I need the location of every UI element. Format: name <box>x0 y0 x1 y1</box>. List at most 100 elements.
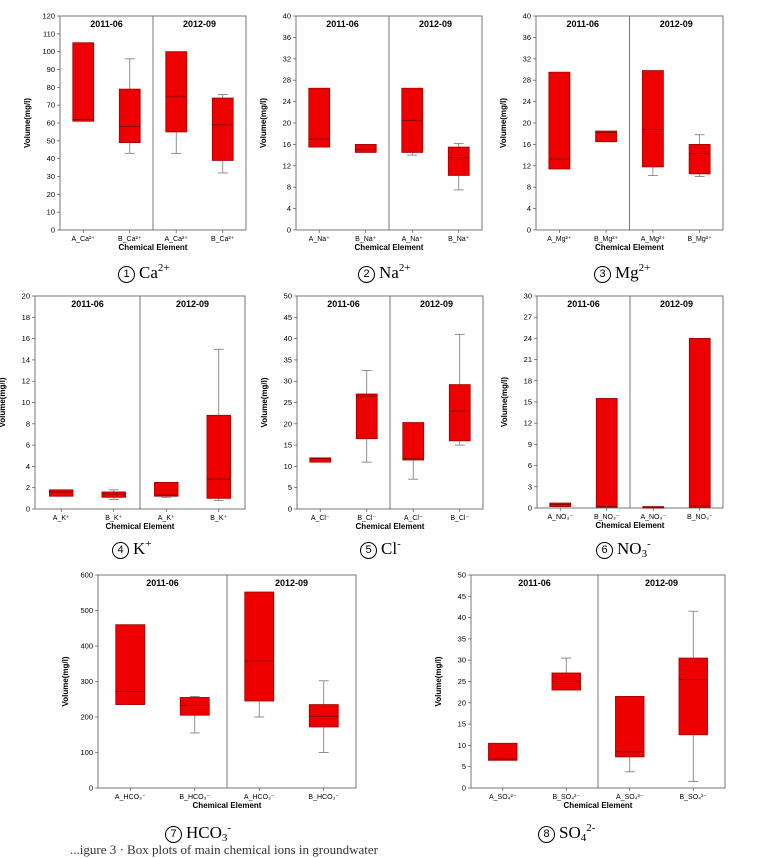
y-tick-label: 2 <box>26 483 30 492</box>
box-3 <box>401 87 424 156</box>
x-axis-label: Chemical Element <box>193 801 262 810</box>
y-axis-label: Volume(mg/l) <box>259 98 268 148</box>
x-tick-label: B_Na⁺ <box>355 236 377 243</box>
x-tick-label: B_Ca²⁺ <box>211 236 235 243</box>
box-2 <box>595 398 618 508</box>
caption-ion: K <box>133 539 146 558</box>
y-tick-label: 50 <box>47 136 55 145</box>
y-tick-label: 110 <box>43 29 55 38</box>
y-tick-label: 8 <box>26 419 30 428</box>
x-tick-label: A_Na⁺ <box>309 236 331 243</box>
x-axis-label: Chemical Element <box>356 522 425 531</box>
chart-caption: 1 Ca2+ <box>118 262 170 283</box>
y-tick-label: 40 <box>523 12 531 21</box>
plot-area: 2011-06 2012-09 0 5 10 15 20 25 30 35 40 45 50 Volume… <box>434 571 726 810</box>
y-tick-label: 25 <box>284 398 292 407</box>
y-tick-label: 0 <box>26 505 30 514</box>
caption-subscript: 3 <box>221 832 228 844</box>
chart-panel-NO3-: 2011-06 2012-09 0 3 6 9 12 15 18 21 24 27 30 Volume(m… <box>500 292 724 530</box>
x-tick-label: A_Ca²⁺ <box>71 236 95 243</box>
caption-ion: Ca <box>139 263 158 282</box>
y-tick-label: 30 <box>284 377 292 386</box>
caption-ion: SO <box>559 823 581 842</box>
chart-caption: 7 HCO3- <box>165 822 231 844</box>
plot-area: 2011-06 2012-09 0 5 10 15 20 25 30 35 40 45 50 Volume… <box>260 292 484 531</box>
box-body <box>211 97 234 161</box>
box-body <box>354 143 377 153</box>
box-1 <box>115 624 146 705</box>
y-tick-label: 18 <box>524 376 532 385</box>
box-body <box>118 88 141 144</box>
box-body <box>206 414 231 499</box>
x-tick-label: A_Na⁺ <box>402 236 424 243</box>
y-tick-label: 5 <box>462 762 466 771</box>
caption-ion: HCO <box>186 823 222 842</box>
y-tick-label: 200 <box>80 713 93 722</box>
x-tick-label: B_Mg²⁺ <box>687 236 712 243</box>
y-tick-label: 0 <box>462 784 466 793</box>
x-tick-label: B_HCO₃⁻ <box>308 794 339 801</box>
y-tick-label: 10 <box>284 462 292 471</box>
y-tick-label: 25 <box>458 677 466 686</box>
y-tick-label: 0 <box>288 505 292 514</box>
period-label: 2011-06 <box>90 19 123 29</box>
box-3 <box>165 51 188 154</box>
y-tick-label: 27 <box>524 313 532 322</box>
x-tick-label: B_Cl⁻ <box>450 515 469 522</box>
chart-panel-SO42-: 2011-06 2012-09 0 5 10 15 20 25 30 35 40 45 50 Volume… <box>434 571 726 810</box>
period-label: 2012-09 <box>660 299 693 309</box>
y-tick-label: 20 <box>47 190 55 199</box>
period-label: 2011-06 <box>566 19 599 29</box>
y-tick-label: 100 <box>42 47 55 56</box>
box-body <box>688 338 711 508</box>
box-body <box>355 393 378 440</box>
box-2 <box>595 130 618 143</box>
box-2 <box>354 143 377 153</box>
y-tick-label: 36 <box>523 33 531 42</box>
box-body <box>72 42 95 122</box>
box-body <box>309 457 332 463</box>
period-label: 2011-06 <box>567 299 600 309</box>
y-tick-label: 9 <box>528 440 532 449</box>
period-label: 2011-06 <box>326 19 359 29</box>
chart-caption: 5 Cl- <box>360 538 401 559</box>
box-3 <box>402 422 425 480</box>
period-label: 2012-09 <box>275 578 308 588</box>
y-tick-label: 40 <box>458 613 466 622</box>
x-tick-label: B_SO₄²⁻ <box>552 794 580 801</box>
y-tick-label: 10 <box>458 741 466 750</box>
x-axis-label: Chemical Element <box>564 801 633 810</box>
y-tick-label: 120 <box>42 12 55 21</box>
x-tick-label: A_Mg²⁺ <box>547 236 572 243</box>
y-tick-label: 24 <box>523 97 531 106</box>
y-tick-label: 100 <box>80 748 93 757</box>
y-tick-label: 28 <box>523 76 531 85</box>
box-4 <box>688 134 711 177</box>
box-body <box>615 696 645 758</box>
y-tick-label: 35 <box>284 355 292 364</box>
y-tick-label: 50 <box>458 571 466 580</box>
y-tick-label: 35 <box>458 634 466 643</box>
x-axis-label: Chemical Element <box>355 243 424 252</box>
caption-superscript: - <box>397 538 401 550</box>
y-tick-label: 12 <box>283 161 291 170</box>
y-tick-label: 0 <box>89 784 93 793</box>
y-tick-label: 5 <box>288 483 292 492</box>
box-body <box>402 422 425 461</box>
caption-superscript: - <box>647 538 651 550</box>
y-tick-label: 40 <box>283 12 291 21</box>
y-axis-label: Volume(mg/l) <box>0 377 7 427</box>
box-1 <box>49 489 74 497</box>
y-tick-label: 90 <box>47 65 55 74</box>
box-body <box>179 697 210 716</box>
caption-ion: Na <box>379 263 399 282</box>
caption-number: 1 <box>118 266 135 283</box>
y-tick-label: 14 <box>22 355 30 364</box>
x-tick-label: A_SO₄²⁻ <box>489 794 517 801</box>
plot-area: 2011-06 2012-09 0 3 6 9 12 15 18 21 24 27 30 Volume(m… <box>500 292 724 530</box>
y-tick-label: 21 <box>524 355 532 364</box>
y-axis-label: Volume(mg/l) <box>260 377 269 427</box>
y-tick-label: 30 <box>47 172 55 181</box>
box-2 <box>101 489 126 500</box>
plot-area: 2011-06 2012-09 0 2 4 6 8 10 12 14 16 18 20 Volume(mg… <box>0 292 246 531</box>
